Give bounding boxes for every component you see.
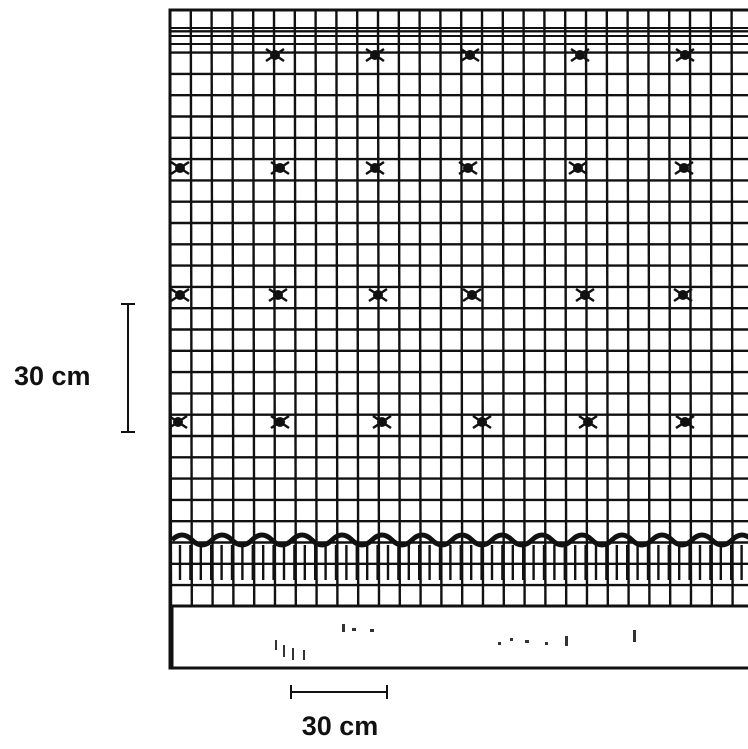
plant-leaves bbox=[270, 160, 290, 176]
plant-leaves bbox=[675, 47, 695, 63]
plant-leaves bbox=[472, 414, 492, 430]
plant-leaves bbox=[575, 287, 595, 303]
plant-leaves bbox=[265, 47, 285, 63]
plant-leaves bbox=[368, 287, 388, 303]
frame bbox=[168, 8, 748, 670]
top-band bbox=[170, 27, 748, 45]
base-strip bbox=[170, 604, 748, 670]
net-grid bbox=[168, 8, 748, 607]
plant-leaves bbox=[570, 47, 590, 63]
plant-leaves bbox=[168, 414, 188, 430]
plant-leaves bbox=[674, 160, 694, 176]
plant-leaves bbox=[675, 414, 695, 430]
plant-leaves bbox=[673, 287, 693, 303]
plant-leaves bbox=[460, 47, 480, 63]
horizontal-scale-label: 30 cm bbox=[302, 711, 379, 741]
plant-leaves bbox=[578, 414, 598, 430]
plant-leaves bbox=[170, 160, 190, 176]
plant-leaves bbox=[458, 160, 478, 176]
vertical-scale-label: 30 cm bbox=[14, 361, 91, 391]
plant-leaves bbox=[170, 287, 190, 303]
plant-leaves bbox=[372, 414, 392, 430]
plant-leaves bbox=[365, 160, 385, 176]
plant-leaves bbox=[568, 160, 588, 176]
plant-leaves bbox=[365, 47, 385, 63]
plant-leaves bbox=[462, 287, 482, 303]
horizontal-scale-bar bbox=[290, 685, 388, 699]
plants bbox=[168, 47, 695, 430]
wavy-line bbox=[170, 532, 748, 548]
strip-marks bbox=[275, 624, 636, 660]
plant-leaves bbox=[268, 287, 288, 303]
plant-leaves bbox=[270, 414, 290, 430]
vertical-scale-bar bbox=[121, 303, 135, 433]
